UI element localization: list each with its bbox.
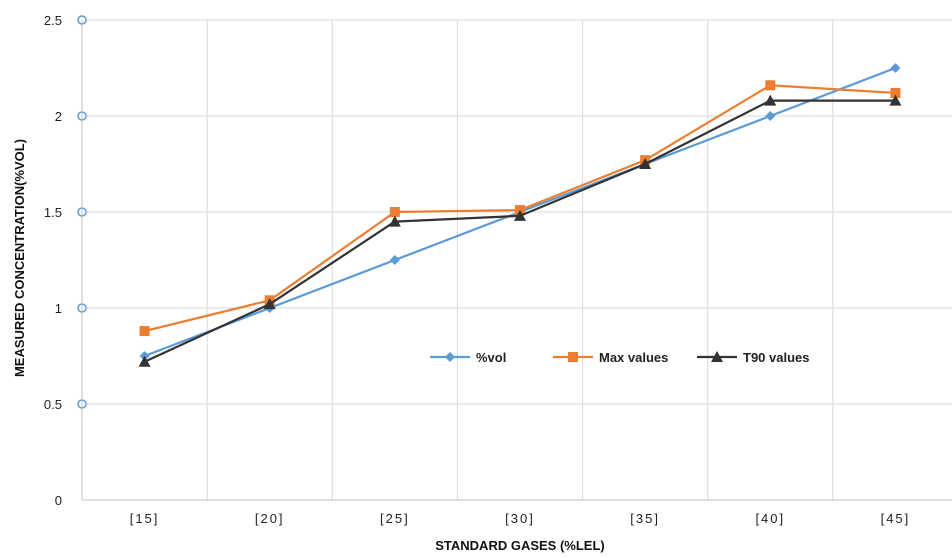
- diamond-marker: [765, 111, 776, 121]
- legend-label: %vol: [476, 350, 506, 365]
- square-marker: [890, 87, 901, 98]
- legend-label: T90 values: [743, 350, 810, 365]
- triangle-marker: [138, 355, 151, 367]
- y-tick-label: 0: [55, 493, 62, 508]
- square-marker: [765, 80, 776, 91]
- y-tick-labels: 0 0.5 1 1.5 2 2.5: [44, 13, 62, 508]
- x-tick-label: [30]: [505, 511, 535, 526]
- triangle-marker: [711, 351, 723, 362]
- x-tick-label: [45]: [881, 511, 911, 526]
- legend-label: Max values: [599, 350, 668, 365]
- triangle-marker: [388, 215, 401, 227]
- y-tick-label: 0.5: [44, 397, 62, 412]
- diamond-marker: [445, 352, 455, 362]
- axes: [77, 15, 952, 501]
- diamond-marker: [890, 63, 901, 73]
- diamond-marker: [389, 255, 400, 265]
- x-axis-title: STANDARD GASES (%LEL): [435, 538, 604, 553]
- square-marker: [139, 326, 150, 337]
- legend: %vol Max values T90 values: [430, 350, 810, 365]
- x-tick-label: [35]: [630, 511, 660, 526]
- x-tick-label: [40]: [755, 511, 785, 526]
- series: [138, 63, 902, 367]
- series-line: [144, 99, 896, 363]
- square-marker: [389, 207, 400, 217]
- x-tick-label: [25]: [380, 511, 410, 526]
- y-axis-title: MEASURED CONCENTRATION(%VOL): [12, 139, 27, 377]
- triangle-marker: [889, 94, 902, 106]
- triangle-marker: [764, 94, 777, 106]
- y-tick-label: 2: [55, 109, 62, 124]
- square-marker: [568, 352, 578, 362]
- grid-lines: [82, 19, 952, 500]
- y-tick-label: 2.5: [44, 13, 62, 28]
- y-tick-label: 1: [55, 301, 62, 316]
- triangle-marker: [639, 158, 652, 169]
- x-tick-label: [15]: [130, 511, 160, 526]
- y-tick-label: 1.5: [44, 205, 62, 220]
- x-tick-labels: [15] [20] [25] [30] [35] [40] [45]: [130, 511, 911, 526]
- x-tick-label: [20]: [255, 511, 285, 526]
- triangle-marker: [514, 209, 526, 221]
- triangle-marker: [263, 298, 276, 310]
